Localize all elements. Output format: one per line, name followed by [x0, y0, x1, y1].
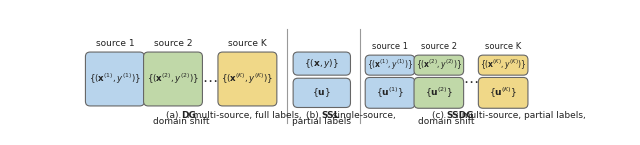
Text: : multi-source, full labels,: : multi-source, full labels,: [187, 111, 301, 120]
FancyBboxPatch shape: [218, 52, 277, 106]
Text: $\cdots$: $\cdots$: [463, 73, 478, 88]
Text: : single-source,: : single-source,: [327, 111, 396, 120]
Text: $\{\mathbf{u}^{(1)}\}$: $\{\mathbf{u}^{(1)}\}$: [376, 86, 404, 100]
Text: $\{(\mathbf{x}^{(1)},y^{(1)})\}$: $\{(\mathbf{x}^{(1)},y^{(1)})\}$: [367, 58, 413, 72]
Text: source K: source K: [228, 39, 267, 48]
Text: source 2: source 2: [154, 39, 192, 48]
FancyBboxPatch shape: [414, 55, 463, 75]
Text: domain shift: domain shift: [419, 117, 475, 126]
Text: (c): (c): [432, 111, 447, 120]
Text: $\{(\mathbf{x}^{(K)},y^{(K)})\}$: $\{(\mathbf{x}^{(K)},y^{(K)})\}$: [480, 58, 526, 72]
FancyBboxPatch shape: [478, 55, 528, 75]
FancyBboxPatch shape: [478, 77, 528, 108]
Text: source 1: source 1: [372, 42, 408, 51]
Text: $\{(\mathbf{x},y)\}$: $\{(\mathbf{x},y)\}$: [304, 57, 339, 70]
Text: (a): (a): [166, 111, 181, 120]
Text: $\{(\mathbf{x}^{(2)},y^{(2)})\}$: $\{(\mathbf{x}^{(2)},y^{(2)})\}$: [147, 72, 199, 86]
FancyBboxPatch shape: [414, 77, 463, 108]
Text: source 2: source 2: [421, 42, 457, 51]
Text: $\{\mathbf{u}^{(K)}\}$: $\{\mathbf{u}^{(K)}\}$: [489, 86, 517, 100]
Text: DG: DG: [181, 111, 196, 120]
Text: domain shift: domain shift: [153, 117, 209, 126]
Text: $\{(\mathbf{x}^{(K)},y^{(K)})\}$: $\{(\mathbf{x}^{(K)},y^{(K)})\}$: [221, 72, 273, 86]
Text: $\{(\mathbf{x}^{(1)},y^{(1)})\}$: $\{(\mathbf{x}^{(1)},y^{(1)})\}$: [89, 72, 141, 86]
FancyBboxPatch shape: [365, 77, 415, 108]
Text: $\cdots$: $\cdots$: [202, 71, 217, 87]
Text: SSDG: SSDG: [447, 111, 474, 120]
Text: $\{\mathbf{u}\}$: $\{\mathbf{u}\}$: [312, 86, 331, 99]
FancyBboxPatch shape: [293, 78, 351, 107]
Text: source 1: source 1: [95, 39, 134, 48]
Text: (b): (b): [306, 111, 322, 120]
FancyBboxPatch shape: [293, 52, 351, 75]
Text: $\{(\mathbf{x}^{(2)},y^{(2)})\}$: $\{(\mathbf{x}^{(2)},y^{(2)})\}$: [416, 58, 462, 72]
FancyBboxPatch shape: [85, 52, 145, 106]
Text: : multi-source, partial labels,: : multi-source, partial labels,: [456, 111, 586, 120]
Text: partial labels: partial labels: [292, 117, 351, 126]
FancyBboxPatch shape: [143, 52, 202, 106]
Text: source K: source K: [485, 42, 521, 51]
Text: SSL: SSL: [322, 111, 340, 120]
FancyBboxPatch shape: [365, 55, 415, 75]
Text: $\{\mathbf{u}^{(2)}\}$: $\{\mathbf{u}^{(2)}\}$: [425, 86, 453, 100]
